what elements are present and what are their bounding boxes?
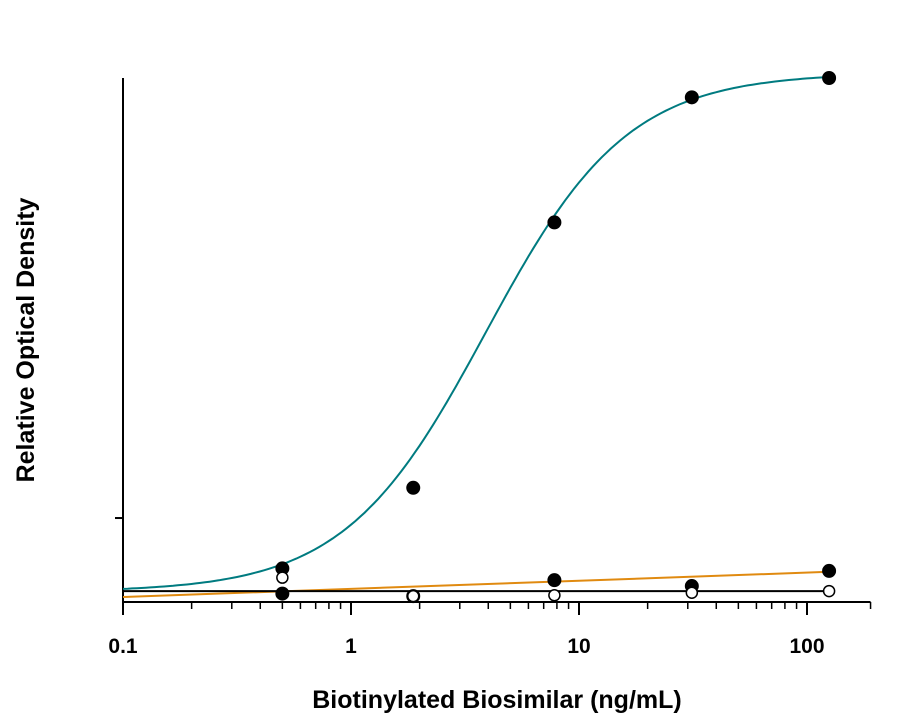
x-tick-label: 1 (345, 635, 357, 658)
y-axis-label: Relative Optical Density (12, 197, 40, 482)
axes (115, 78, 872, 615)
x-tick-label: 0.1 (108, 635, 138, 658)
data-point-series-1 (684, 90, 699, 105)
fit-line-series-2 (122, 570, 830, 598)
data-point-series-3 (406, 589, 420, 603)
data-point-series-2 (547, 573, 562, 588)
data-point-series-3 (685, 586, 699, 600)
fit-lines (122, 76, 830, 598)
x-axis-label: Biotinylated Biosimilar (ng/mL) (312, 686, 681, 714)
data-point-series-2 (822, 563, 837, 578)
data-point-series-2 (275, 586, 290, 601)
data-points (275, 71, 837, 604)
data-point-series-1 (547, 215, 562, 230)
x-tick-labels: 0.1 1 10 100 (108, 635, 824, 658)
data-point-series-3 (548, 589, 561, 602)
fit-line-series-1 (122, 76, 826, 590)
x-tick-label: 10 (567, 635, 590, 658)
data-point-series-3 (276, 571, 289, 584)
data-point-series-3 (822, 584, 836, 598)
data-point-series-1 (406, 480, 421, 495)
data-point-series-1 (822, 71, 837, 85)
x-tick-label: 100 (789, 635, 824, 658)
